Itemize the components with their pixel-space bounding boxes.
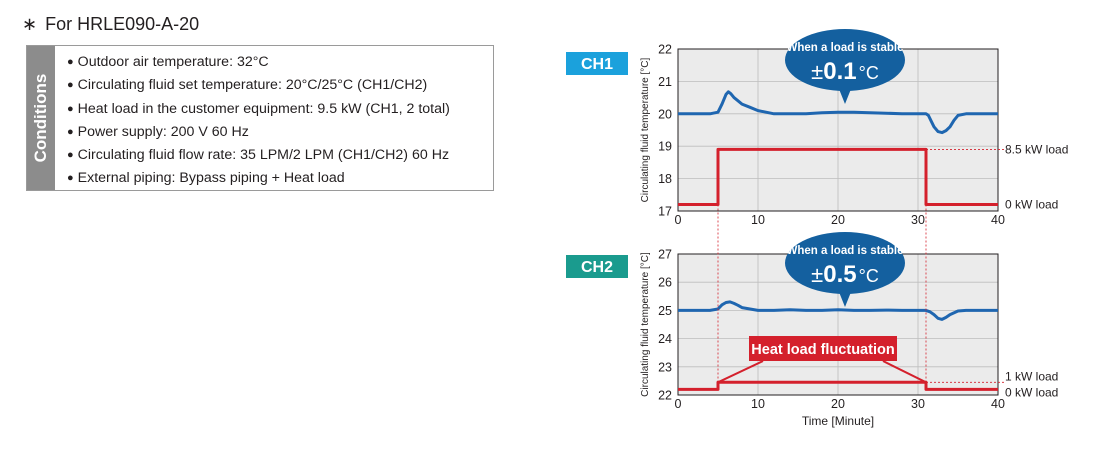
- callout-bubble: [785, 29, 905, 91]
- y-tick-label: 20: [658, 107, 672, 121]
- conditions-tab: Conditions: [27, 46, 55, 190]
- x-tick-label: 0: [675, 213, 682, 227]
- y-tick-label: 27: [658, 248, 672, 262]
- condition-item: External piping: Bypass piping + Heat lo…: [67, 167, 450, 190]
- x-tick-label: 40: [991, 213, 1005, 227]
- condition-item: Outdoor air temperature: 32°C: [67, 51, 450, 74]
- conditions-list: Outdoor air temperature: 32°C Circulatin…: [67, 51, 450, 191]
- x-tick-label: 40: [991, 397, 1005, 411]
- x-tick-label: 0: [675, 397, 682, 411]
- callout-value: ±0.5 °C: [811, 261, 879, 288]
- temperature-line: [678, 90, 998, 135]
- conditions-panel: Conditions Outdoor air temperature: 32°C…: [26, 45, 494, 191]
- callout-value: ±0.1 °C: [811, 58, 879, 85]
- channel-badge: [566, 52, 628, 75]
- x-tick-label: 30: [911, 397, 925, 411]
- callout-text: When a load is stable: [787, 245, 904, 257]
- load-low-label: 0 kW load: [1005, 385, 1058, 399]
- fluctuation-label: Heat load fluctuation: [751, 342, 894, 358]
- x-tick-label: 20: [831, 213, 845, 227]
- condition-item: Heat load in the customer equipment: 9.5…: [67, 98, 450, 121]
- y-tick-label: 18: [658, 172, 672, 186]
- channel-badge-label: CH1: [581, 56, 613, 73]
- callout-text: When a load is stable: [787, 42, 904, 54]
- load-high-label: 8.5 kW load: [1005, 142, 1068, 156]
- fluctuation-pointer: [717, 360, 927, 384]
- load-low-label: 0 kW load: [1005, 198, 1058, 212]
- heat-load-line: [678, 147, 998, 206]
- y-tick-label: 26: [658, 276, 672, 290]
- chart-ch2: 0 10 20 30 40 22 23 24 25 26 27 Circulating fluid t…: [566, 232, 1058, 428]
- chart-ch1: 0 10 20 30 40 17 18 19 20 21 22 Circulating fluid t…: [566, 29, 1068, 227]
- channel-badge-label: CH2: [581, 259, 613, 276]
- condition-item: Power supply: 200 V 60 Hz: [67, 121, 450, 144]
- y-tick-label: 17: [658, 205, 672, 219]
- y-tick-label: 25: [658, 304, 672, 318]
- model-heading: ∗ For HRLE090-A-20: [22, 14, 199, 35]
- y-tick-label: 22: [658, 43, 672, 57]
- model-label: For HRLE090-A-20: [45, 14, 200, 34]
- y-axis-label: Circulating fluid temperature [°C]: [640, 57, 651, 202]
- y-axis-label: Circulating fluid temperature [°C]: [640, 252, 651, 397]
- x-tick-label: 20: [831, 397, 845, 411]
- x-tick-label: 10: [751, 213, 765, 227]
- x-tick-label: 30: [911, 213, 925, 227]
- callout-bubble: [785, 232, 905, 294]
- y-tick-label: 22: [658, 389, 672, 403]
- condition-item: Circulating fluid flow rate: 35 LPM/2 LP…: [67, 144, 450, 167]
- load-high-label: 1 kW load: [1005, 369, 1058, 383]
- y-tick-label: 24: [658, 332, 672, 346]
- temperature-line: [678, 300, 998, 321]
- asterisk-icon: ∗: [22, 14, 38, 34]
- y-tick-label: 19: [658, 140, 672, 154]
- fluctuation-box: [749, 336, 897, 361]
- x-axis-label: Time [Minute]: [802, 414, 874, 428]
- condition-item: Circulating fluid set temperature: 20°C/…: [67, 74, 450, 97]
- y-tick-label: 23: [658, 360, 672, 374]
- y-tick-label: 21: [658, 75, 672, 89]
- heat-load-line: [678, 380, 998, 391]
- channel-badge: [566, 255, 628, 278]
- x-tick-label: 10: [751, 397, 765, 411]
